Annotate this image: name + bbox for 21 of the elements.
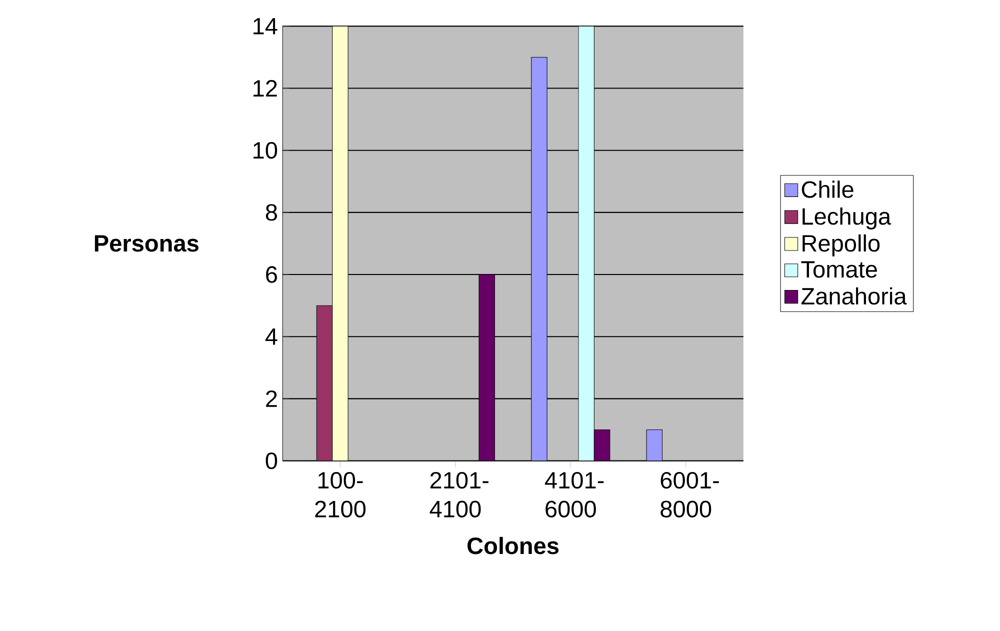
y-tick-label: 14 xyxy=(254,18,278,34)
bar xyxy=(646,430,663,461)
y-tick-label: 0 xyxy=(266,452,278,470)
bar xyxy=(531,57,548,461)
x-tick-label: 100-2100 xyxy=(315,472,366,518)
x-tick-label: 6001-8000 xyxy=(660,472,719,518)
legend-label: Zanahoria xyxy=(801,287,907,305)
y-tick-label: 8 xyxy=(266,204,277,221)
legend-label: Lechuga xyxy=(802,208,892,230)
y-axis-title: Personas xyxy=(94,235,198,252)
y-tick-label: 2 xyxy=(266,390,277,407)
legend-label: Tomate xyxy=(801,261,877,278)
x-axis-title: Colones xyxy=(468,536,559,554)
y-tick-label: 12 xyxy=(254,80,277,97)
legend-label: Chile xyxy=(802,180,854,198)
x-tick-label: 2101-4100 xyxy=(430,472,488,518)
y-tick-label: 6 xyxy=(266,266,277,283)
y-tick-label: 4 xyxy=(265,328,278,345)
x-tick-label: 4101-6000 xyxy=(544,472,604,518)
y-tick-label: 10 xyxy=(254,142,278,159)
legend-label: Repollo xyxy=(802,234,880,256)
